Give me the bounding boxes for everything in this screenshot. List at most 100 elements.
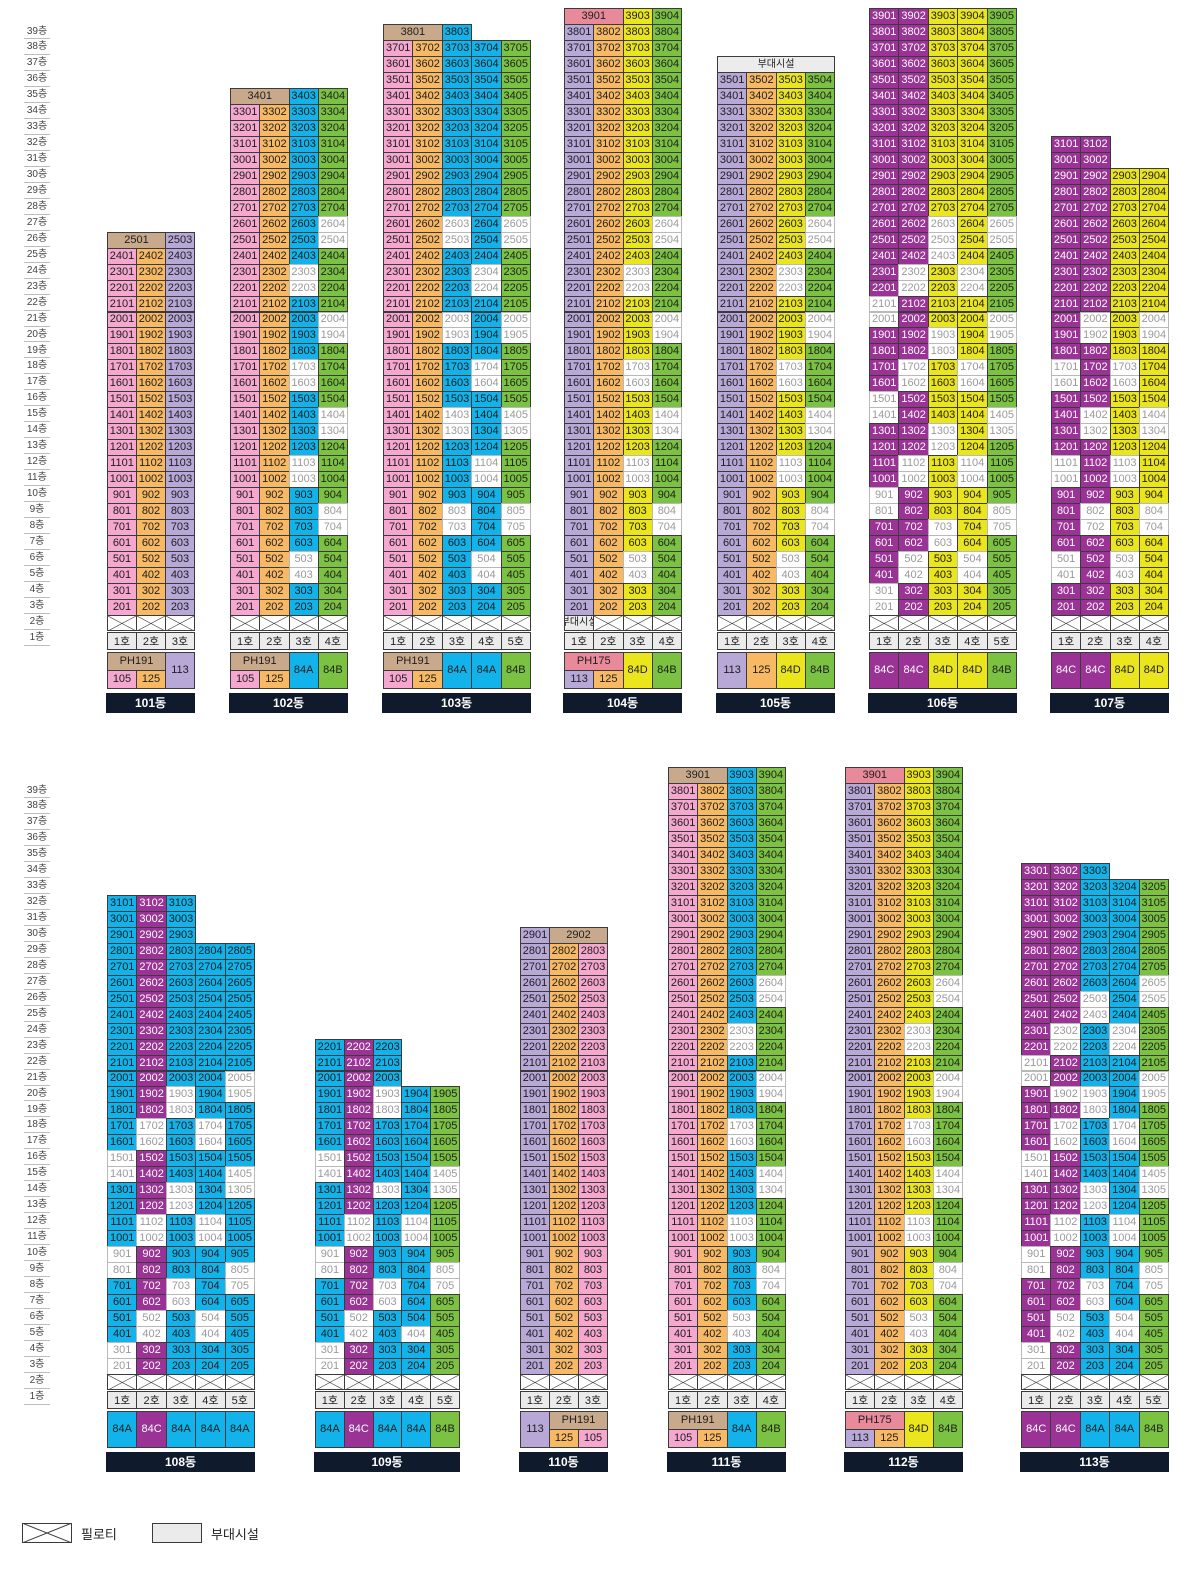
unit-cell: 303 <box>372 1341 403 1359</box>
floor-label: 37층 <box>22 814 52 831</box>
unit-cell: 1603 <box>775 375 806 393</box>
unit-cell: 602 <box>697 1293 728 1311</box>
unit-cell: 1903 <box>726 1086 757 1104</box>
unit-cell: 1604 <box>957 375 988 393</box>
unit-cell: 404 <box>317 566 348 584</box>
unit-cell: 1703 <box>775 359 806 377</box>
piloti-icon <box>108 1375 136 1390</box>
unit-cell: 403 <box>1079 1325 1111 1343</box>
unit-cell: 702 <box>343 1277 374 1295</box>
unit-cell: 2501 <box>845 990 876 1008</box>
unit-cell: 1505 <box>430 1150 460 1168</box>
unit-cell: 1204 <box>317 439 348 457</box>
unit-cell: 504 <box>195 1309 226 1327</box>
unit-cell: 3301 <box>668 863 699 881</box>
unit-cell: 2503 <box>775 231 806 249</box>
unit-cell: 1603 <box>622 375 653 393</box>
unit-cell: 502 <box>549 1309 579 1327</box>
piloti-cell <box>471 614 502 632</box>
unit-cell: 203 <box>288 598 319 616</box>
floor-label: 4층 <box>22 1341 52 1357</box>
unit-cell: 603 <box>165 1293 197 1311</box>
ho-label: 2호 <box>697 1390 728 1409</box>
unit-cell: 2904 <box>957 167 988 185</box>
piloti-cell <box>107 1373 138 1391</box>
floor-label: 6층 <box>22 1309 52 1325</box>
unit-cell: 901 <box>315 1245 345 1263</box>
unit-cell: 2204 <box>651 279 682 297</box>
unit-cell: 1603 <box>441 375 473 393</box>
unit-cell: 303 <box>441 582 473 600</box>
unit-cell: 2701 <box>520 958 550 976</box>
unit-cell: 1703 <box>165 359 195 377</box>
unit-cell: 804 <box>195 1261 226 1279</box>
unit-cell: 201 <box>230 598 261 616</box>
unit-cell: 1502 <box>1080 391 1111 409</box>
unit-cell: 1001 <box>520 1230 550 1247</box>
unit-cell: 604 <box>471 534 502 552</box>
unit-cell: 1905 <box>430 1086 460 1104</box>
unit-cell: 204 <box>317 598 348 616</box>
unit-cell: 1401 <box>717 407 748 425</box>
unit-cell: 2404 <box>1138 247 1169 265</box>
unit-cell: 2601 <box>845 974 876 992</box>
unit-cell: 3102 <box>412 136 443 153</box>
unit-cell: 1501 <box>107 1150 138 1168</box>
unit-cell: 501 <box>717 550 748 568</box>
unit-cell: 1303 <box>927 423 959 441</box>
unit-cell: 903 <box>903 1245 934 1263</box>
unit-cell: 402 <box>136 566 166 584</box>
unit-cell: 3703 <box>441 40 473 58</box>
unit-type-cell: 125 <box>136 669 166 689</box>
unit-cell: 2803 <box>1109 183 1140 201</box>
unit-cell: 902 <box>874 1245 905 1263</box>
floor-label: 27층 <box>22 215 52 231</box>
unit-cell: 2403 <box>726 1006 757 1024</box>
unit-cell: 802 <box>549 1261 579 1279</box>
unit-cell: 2605 <box>224 974 255 992</box>
floor-label: 21층 <box>22 1070 52 1086</box>
unit-cell: 2003 <box>165 1070 197 1088</box>
unit-cell: 1001 <box>869 471 900 488</box>
piloti-icon <box>669 1375 697 1390</box>
piloti-cell <box>500 614 531 632</box>
ho-label: 1호 <box>107 631 137 650</box>
unit-cell: 701 <box>107 518 137 536</box>
unit-cell: 2302 <box>136 1022 167 1040</box>
unit-cell: 2402 <box>136 1006 167 1024</box>
floor-label: 7층 <box>22 1293 52 1309</box>
unit-cell: 2805 <box>986 183 1017 201</box>
unit-cell: 2905 <box>986 167 1017 185</box>
unit-cell: 2003 <box>1079 1070 1111 1088</box>
unit-cell: 3301 <box>564 104 595 122</box>
unit-cell: 1201 <box>1051 439 1082 457</box>
unit-cell: 902 <box>1080 486 1111 504</box>
ho-label: 4호 <box>195 1390 226 1409</box>
unit-cell: 505 <box>1138 1309 1169 1327</box>
unit-cell: 2101 <box>107 295 137 313</box>
unit-cell: 2604 <box>471 215 502 233</box>
unit-cell: 2002 <box>259 311 290 329</box>
unit-cell: 2204 <box>195 1038 226 1056</box>
unit-cell: 2201 <box>230 279 261 297</box>
unit-cell: 405 <box>430 1325 460 1343</box>
building-name-label: 105동 <box>716 692 835 713</box>
unit-cell: 401 <box>845 1325 876 1343</box>
unit-cell: 401 <box>107 566 137 584</box>
unit-cell: 2901 <box>383 167 414 185</box>
unit-cell: 1002 <box>1080 471 1111 488</box>
building-name-label: 101동 <box>106 692 195 713</box>
unit-cell: 1903 <box>165 1086 197 1104</box>
unit-cell: 2405 <box>1138 1006 1169 1024</box>
unit-cell: 2701 <box>107 958 138 976</box>
unit-cell: 1204 <box>651 439 682 457</box>
unit-cell: 1403 <box>726 1166 757 1184</box>
unit-cell: 2902 <box>1080 167 1111 185</box>
unit-cell: 1902 <box>1080 327 1111 345</box>
unit-cell: 3505 <box>500 72 531 90</box>
unit-cell: 2202 <box>874 1038 905 1056</box>
unit-cell: 1503 <box>775 391 806 409</box>
unit-cell: 3801 <box>845 783 876 801</box>
unit-cell: 1602 <box>898 375 929 393</box>
ho-label: 2호 <box>1050 1390 1081 1409</box>
